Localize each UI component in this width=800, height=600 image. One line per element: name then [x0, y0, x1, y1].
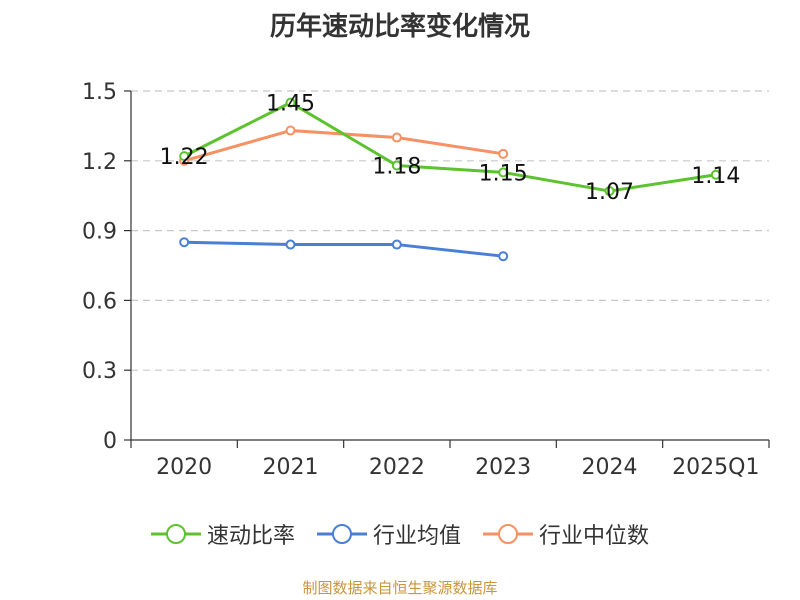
y-tick-label: 0.6 [82, 289, 117, 314]
x-tick-label: 2022 [369, 455, 425, 480]
x-tick-label: 2020 [156, 455, 212, 480]
data-label: 1.07 [585, 180, 634, 205]
source-note: 制图数据来自恒生聚源数据库 [302, 579, 498, 597]
legend-item[interactable]: 行业均值 [316, 518, 461, 550]
legend-label: 速动比率 [206, 524, 295, 549]
y-tick-label: 0 [103, 429, 117, 454]
series-point [498, 148, 509, 159]
series-lines [179, 97, 721, 262]
x-tick-label: 2023 [475, 455, 531, 480]
chart-title: 历年速动比率变化情况 [269, 12, 530, 42]
legend-label: 行业均值 [372, 524, 461, 549]
series-point [179, 151, 190, 162]
y-tick-label: 0.3 [82, 359, 117, 384]
x-tick-label: 2021 [263, 455, 319, 480]
series-point [391, 160, 402, 171]
legend: 速动比率 行业均值 行业中位数 [0, 518, 800, 550]
series-point [391, 132, 402, 143]
series-point [179, 237, 190, 248]
data-label: 1.22 [160, 145, 209, 170]
series-point [285, 125, 296, 136]
legend-item[interactable]: 行业中位数 [483, 518, 649, 550]
series-line [183, 101, 717, 193]
data-label: 1.14 [691, 164, 740, 189]
legend-item[interactable]: 速动比率 [150, 518, 295, 550]
series-point [710, 169, 721, 180]
series-line [184, 240, 504, 258]
series-point [498, 251, 509, 262]
data-label: 1.15 [479, 161, 528, 186]
data-labels: 1.22 1.45 1.18 1.15 1.07 1.14 [160, 92, 741, 205]
x-tick-label: 2025Q1 [672, 455, 759, 480]
data-label: 1.45 [266, 92, 315, 117]
y-tick-label: 1.5 [82, 80, 117, 105]
y-tick-label: 0.9 [82, 220, 117, 245]
series-point [604, 186, 615, 197]
series-point [285, 239, 296, 250]
y-tick-label: 1.2 [82, 150, 117, 175]
legend-line-circle-icon [316, 524, 367, 544]
legend-line-circle-icon [483, 524, 533, 544]
series-point [285, 97, 296, 108]
grid-lines [131, 90, 769, 371]
legend-label: 行业中位数 [539, 524, 650, 549]
x-tick-label: 2024 [582, 455, 638, 480]
data-label: 1.18 [372, 154, 421, 179]
series-point [498, 167, 509, 178]
series-point [391, 239, 402, 250]
axes: 0 0.3 0.6 0.9 1.2 1.5 2020 2021 2022 2023 2024 2025… [82, 80, 770, 480]
legend-line-circle-icon [150, 524, 201, 544]
